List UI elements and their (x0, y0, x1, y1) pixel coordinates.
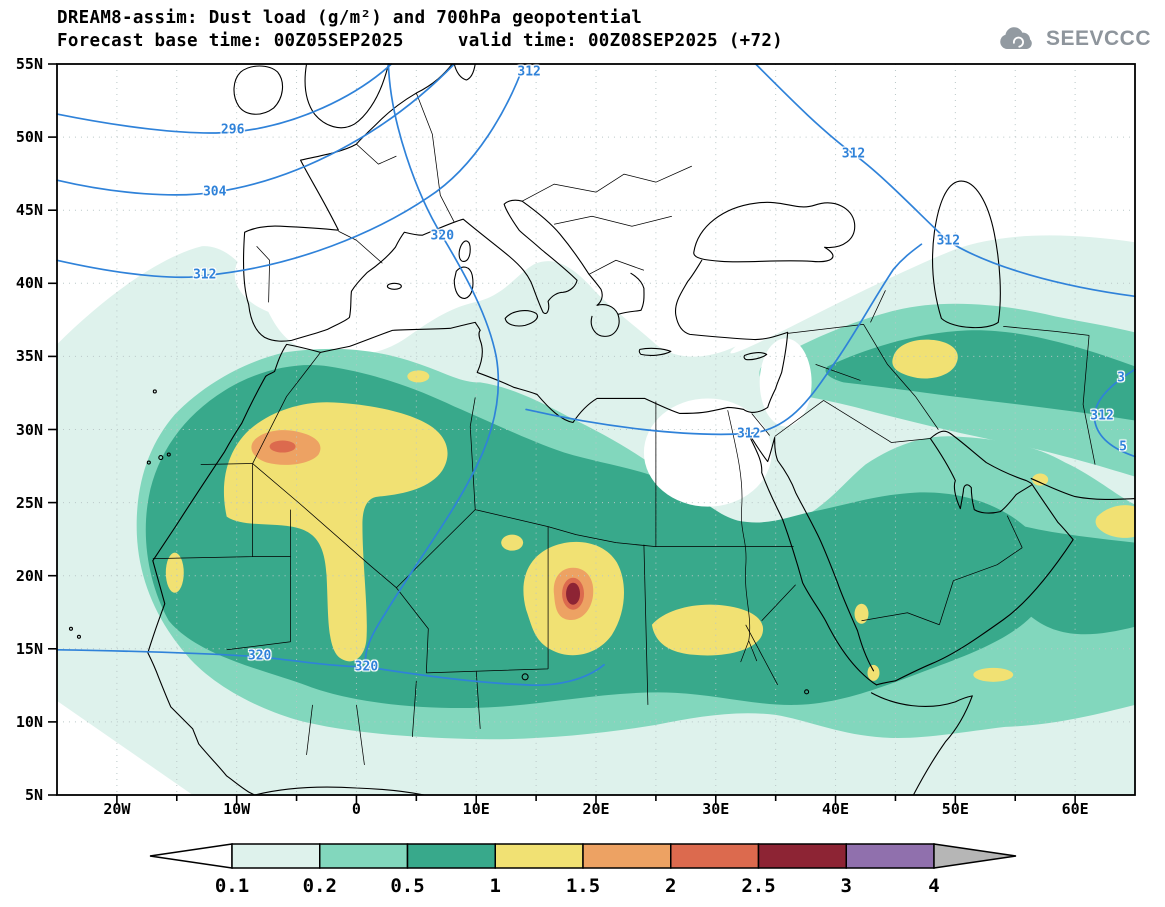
lat-tick-label: 20N (15, 566, 43, 585)
lat-tick-label: 10N (15, 712, 43, 731)
lon-tick-label: 50E (941, 800, 969, 818)
contour-320-main (56, 63, 500, 668)
coastline-red-sea (746, 429, 878, 686)
contour-296 (56, 63, 393, 134)
colorbar-segment (319, 843, 409, 869)
island-madeira (152, 389, 157, 394)
island-cape-verde-2 (76, 634, 82, 639)
island-crete (638, 347, 672, 356)
island-britain (304, 63, 389, 129)
longitude-axis: 20W 10W 0 10E 20E 30E 40E 50E 60E (57, 800, 1135, 822)
lon-tick-label: 20W (103, 800, 131, 818)
coastline-europe (242, 63, 620, 342)
lat-tick-label: 35N (15, 347, 43, 366)
island-majorca (386, 282, 402, 290)
chart-subtitle: Forecast base time: 00Z05SEP2025 valid t… (57, 31, 784, 51)
island-canary-3 (166, 452, 171, 457)
contour-312-west (56, 63, 525, 279)
colorbar-tick-label: 2.5 (741, 875, 775, 897)
island-corsica (458, 240, 471, 262)
geo-outline-layer (68, 63, 1136, 796)
lake-tana (804, 689, 810, 695)
colorbar-segment (406, 843, 496, 869)
contour-line-layer (56, 63, 1136, 687)
below-threshold-white-areas (57, 228, 812, 795)
island-canary-2 (146, 460, 151, 465)
colorbar-tick-label: 2 (665, 875, 676, 897)
colorbar-segment (494, 843, 584, 869)
contour-320-sahel-east (365, 663, 605, 687)
coastline-turkey-west (674, 259, 789, 341)
island-sicily (504, 310, 539, 327)
colorbar-segment (845, 843, 935, 869)
colorbar-tick-label: 1.5 (566, 875, 600, 897)
lon-tick-label: 60E (1061, 800, 1089, 818)
dust-level-2.5-regions (566, 582, 581, 605)
island-sardinia (453, 266, 474, 299)
island-cyprus (743, 352, 768, 361)
colorbar-tick-label: 0.5 (390, 875, 424, 897)
lat-tick-label: 45N (15, 201, 43, 220)
colorbar-segment (670, 843, 760, 869)
contour-304 (56, 63, 456, 196)
map-frame (56, 63, 1136, 796)
island-denmark (453, 63, 476, 81)
lat-tick-label: 5N (24, 786, 43, 804)
coastline-horn-of-africa (870, 692, 973, 796)
cloud-icon (1000, 27, 1032, 49)
grid-layer (57, 64, 1135, 795)
seevccc-logo: SEEVCCC (994, 24, 1151, 54)
lon-tick-label: 10W (223, 800, 251, 818)
island-ireland (233, 65, 284, 115)
colorbar-tick-label: 0.1 (215, 875, 249, 897)
lon-tick-label: 20E (582, 800, 610, 818)
colorbar-tick-label: 4 (928, 875, 939, 897)
lat-tick-label: 55N (15, 55, 43, 73)
forecast-map (48, 63, 1136, 806)
contour-312-right-edge (1093, 368, 1136, 458)
lat-tick-label: 40N (15, 274, 43, 293)
lat-tick-label: 15N (15, 639, 43, 658)
coastline-arabia (875, 478, 1136, 686)
lon-tick-label: 0 (351, 800, 361, 818)
island-cape-verde-1 (68, 626, 74, 631)
lat-tick-label: 50N (15, 128, 43, 147)
axis-ticks (48, 63, 1076, 806)
lon-tick-label: 30E (702, 800, 730, 818)
contour-312-northeast (754, 63, 1136, 298)
map-plot-area: 296 304 312 320 312 312 312 312 320 320 3 312 5 (48, 63, 1136, 806)
country-borders (152, 92, 1096, 766)
contour-312-egypt (525, 243, 923, 436)
coastline-caspian-sea (932, 180, 1001, 329)
latitude-axis: 55N 50N 45N 40N 35N 30N 25N 20N 15N 10N 5N (0, 55, 50, 804)
coastline-levant-north-africa (147, 321, 789, 796)
chart-title: DREAM8-assim: Dust load (g/m²) and 700hP… (57, 8, 643, 28)
lon-tick-label: 40E (822, 800, 850, 818)
colorbar-segment (231, 843, 321, 869)
colorbar-segment (757, 843, 847, 869)
coastline-black-sea (693, 201, 856, 263)
colorbar-left-arrow (149, 843, 233, 869)
lake-chad (521, 673, 529, 681)
river-nile (727, 410, 758, 663)
lat-tick-label: 25N (15, 493, 43, 512)
dust-fill-layer (57, 228, 1136, 795)
colorbar-segment (582, 843, 672, 869)
colorbar-tick-label: 3 (841, 875, 852, 897)
coastline-greece-aegean (617, 272, 645, 315)
colorbar-tick-label: 1 (490, 875, 501, 897)
island-canary-1 (158, 454, 164, 461)
colorbar-tick-label: 0.2 (303, 875, 337, 897)
colorbar-legend: 0.1 0.2 0.5 1 1.5 2 2.5 3 4 (148, 842, 1018, 900)
colorbar-right-arrow (933, 843, 1017, 869)
lat-tick-label: 30N (15, 420, 43, 439)
logo-text: SEEVCCC (1045, 27, 1151, 50)
colorbar: 0.1 0.2 0.5 1 1.5 2 2.5 3 4 (149, 843, 1017, 897)
lon-tick-label: 10E (462, 800, 490, 818)
coastline-persian-gulf (929, 430, 1033, 514)
